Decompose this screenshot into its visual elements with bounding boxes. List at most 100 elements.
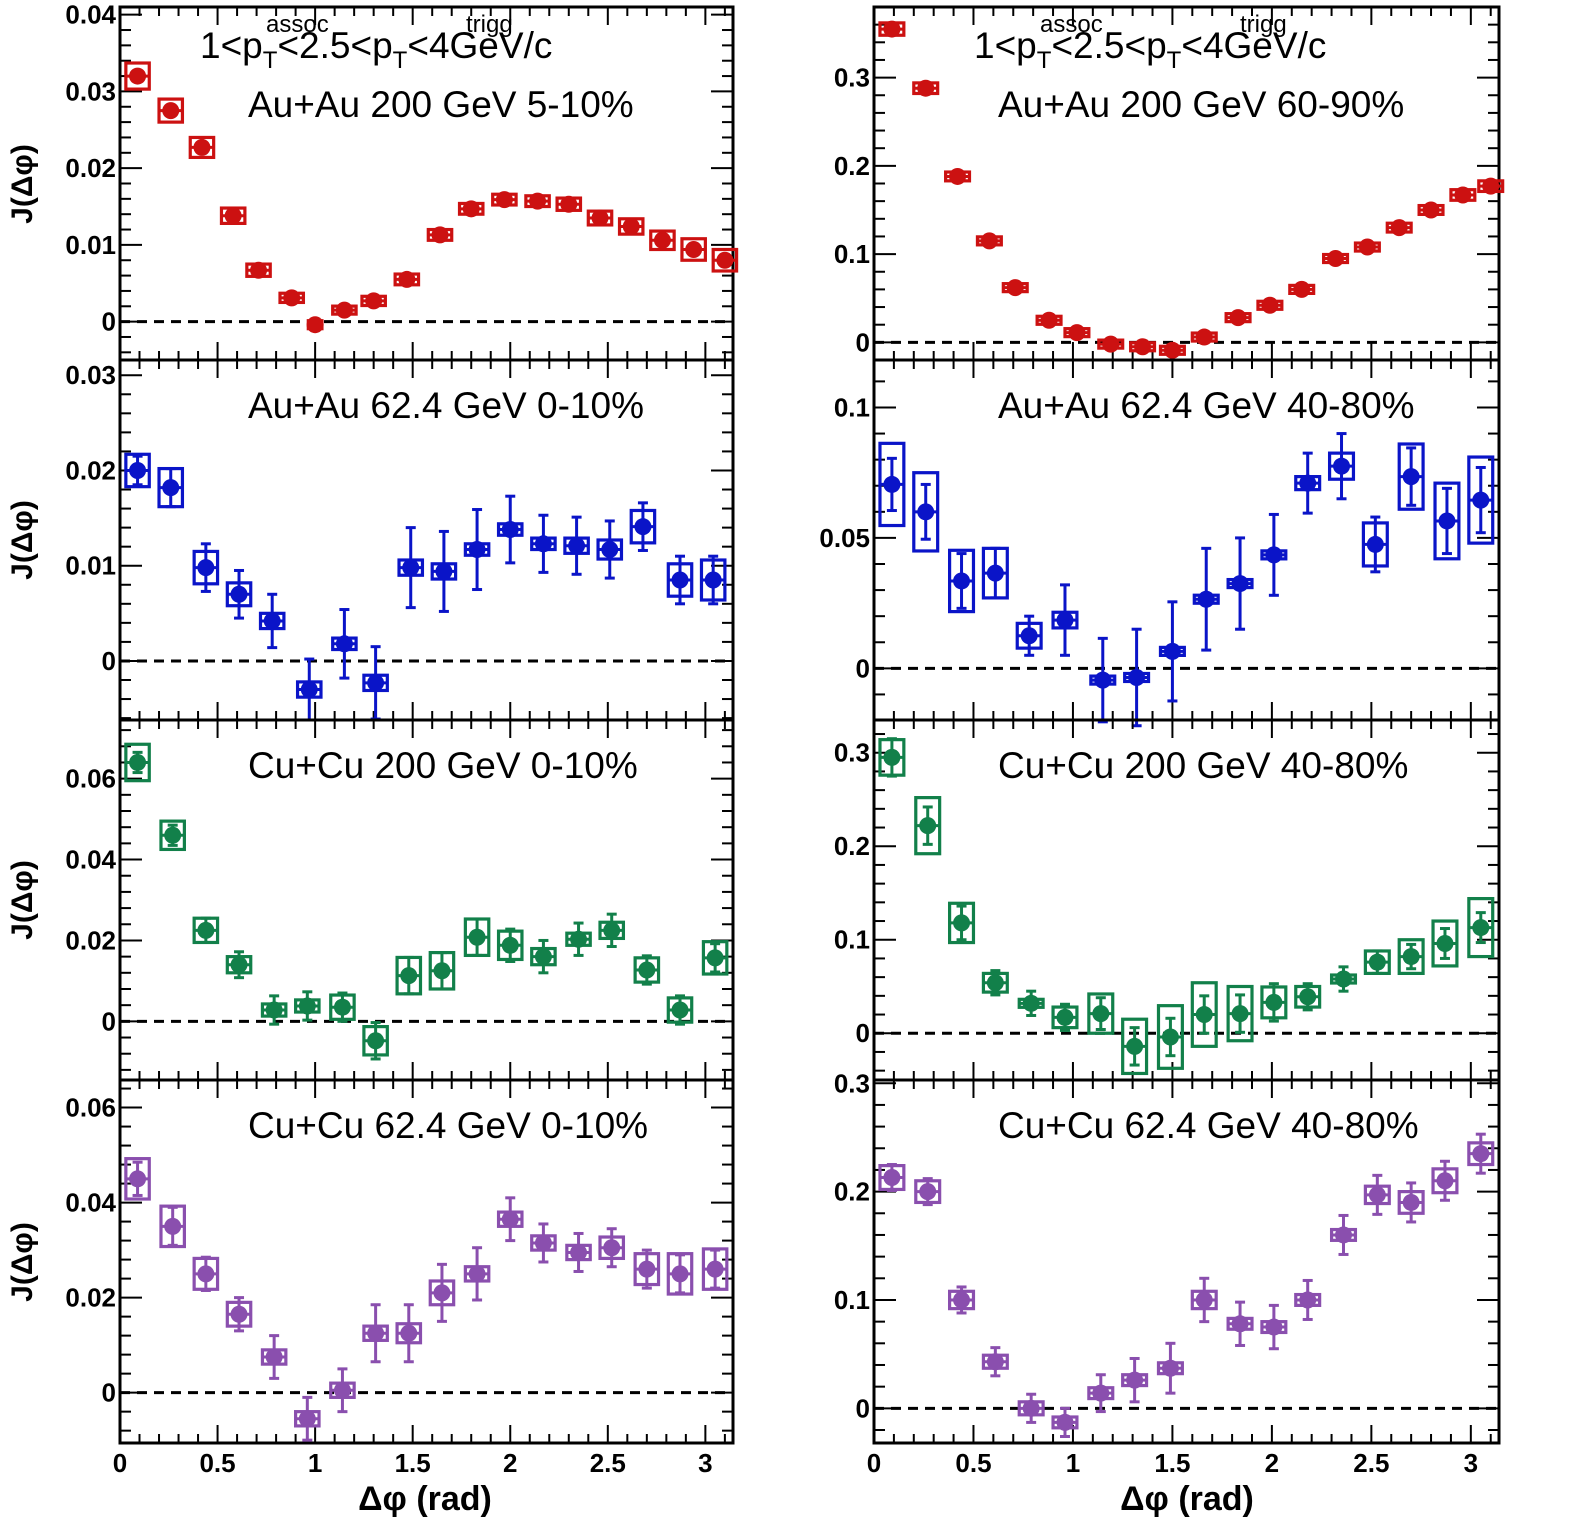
data-point <box>980 232 998 250</box>
data-point <box>1161 1359 1179 1377</box>
y-tick-label: 0.03 <box>65 76 116 106</box>
y-tick-label: 0 <box>102 646 116 676</box>
data-point <box>1195 328 1213 346</box>
y-tick-label: 0.1 <box>834 392 870 422</box>
data-point <box>433 962 451 980</box>
data-point <box>468 541 486 559</box>
data-point <box>1126 1371 1144 1389</box>
panels-layer: 0 0.01 0.02 0.03 0.04 Au+Au 200 GeV 5-10% 0 0.1… <box>65 0 1505 1478</box>
data-point <box>1092 1384 1110 1402</box>
data-point <box>953 1291 971 1309</box>
y-tick-label: 0.02 <box>65 1283 116 1313</box>
y-tick-label: 0.2 <box>834 151 870 181</box>
data-point <box>1265 993 1283 1011</box>
header-sup2: trigg <box>466 11 513 38</box>
y-tick-label: 0.2 <box>834 1177 870 1207</box>
data-point <box>164 826 182 844</box>
panel-4: 0 0.05 0.1 Au+Au 62.4 GeV 40-80% <box>819 358 1501 728</box>
panel-label: Cu+Cu 200 GeV 40-80% <box>998 745 1408 786</box>
header-sup2-r: trigg <box>1240 11 1287 38</box>
data-point <box>591 209 609 227</box>
data-point <box>197 1265 215 1283</box>
data-point <box>224 207 242 225</box>
header-p1: 1<p <box>200 25 263 66</box>
y-tick-label: 0.01 <box>65 551 116 581</box>
header-sub2: T <box>393 47 408 74</box>
panel-label: Au+Au 62.4 GeV 0-10% <box>248 385 644 426</box>
data-point <box>230 1305 248 1323</box>
data-point <box>919 1183 937 1201</box>
data-point <box>462 200 480 218</box>
data-point <box>129 1170 147 1188</box>
y-tick-label: 0.1 <box>834 925 870 955</box>
data-point <box>164 1217 182 1235</box>
y-tick-label: 0.2 <box>834 831 870 861</box>
y-tick-label: 0.04 <box>65 1188 116 1218</box>
header-p1-r: 1<p <box>974 25 1037 66</box>
x-tick-label: 0.5 <box>199 1448 235 1478</box>
y-tick-label: 0 <box>856 653 870 683</box>
data-point <box>570 930 588 948</box>
data-point <box>1482 177 1500 195</box>
data-point <box>129 753 147 771</box>
data-point <box>568 537 586 555</box>
data-point <box>706 1260 724 1278</box>
header-p3: <4GeV/c <box>407 25 552 66</box>
data-point <box>671 1265 689 1283</box>
y-tick-label: 0.3 <box>834 1068 870 1098</box>
data-point <box>265 1001 283 1019</box>
y-tick-label: 0 <box>856 1018 870 1048</box>
data-point <box>1022 994 1040 1012</box>
data-point <box>468 1265 486 1283</box>
y-tick-label: 0.02 <box>65 153 116 183</box>
data-point <box>197 921 215 939</box>
data-point <box>129 461 147 479</box>
y-tick-label: 0.06 <box>65 1093 116 1123</box>
data-point <box>1438 512 1456 530</box>
data-point <box>1197 590 1215 608</box>
data-point <box>1335 1226 1353 1244</box>
y-tick-label: 0.05 <box>819 523 870 553</box>
data-point <box>1056 1413 1074 1431</box>
data-point <box>1454 186 1472 204</box>
x-tick-label: 0 <box>113 1448 127 1478</box>
data-point <box>300 681 318 699</box>
data-point <box>250 261 268 279</box>
panel-label: Cu+Cu 62.4 GeV 40-80% <box>998 1105 1419 1146</box>
x-tick-label: 3 <box>698 1448 712 1478</box>
data-point <box>1472 1145 1490 1163</box>
data-point <box>162 102 180 120</box>
data-point <box>402 559 420 577</box>
data-point <box>1422 201 1440 219</box>
data-point <box>1299 988 1317 1006</box>
data-point <box>435 562 453 580</box>
data-point <box>1126 1037 1144 1055</box>
header-sub1: T <box>263 47 278 74</box>
panel-6: 0 0.1 0.2 0.3 Cu+Cu 200 GeV 40-80% <box>834 718 1501 1082</box>
data-point <box>333 998 351 1016</box>
data-point <box>1390 219 1408 237</box>
data-point <box>1128 668 1146 686</box>
data-point <box>1195 1006 1213 1024</box>
x-tick-label: 3 <box>1464 1448 1478 1478</box>
data-point <box>917 503 935 521</box>
y-tick-label: 0.03 <box>65 360 116 390</box>
data-point <box>162 479 180 497</box>
data-point <box>534 1234 552 1252</box>
data-point <box>230 585 248 603</box>
data-point <box>986 974 1004 992</box>
data-point <box>501 936 519 954</box>
data-point <box>638 961 656 979</box>
data-point <box>1293 280 1311 298</box>
panel-7: 0 0.02 0.04 0.06 0 0.5 1 1.5 2 2.5 3 Cu+Cu 62.4 GeV… <box>65 1078 735 1478</box>
data-point <box>1436 1172 1454 1190</box>
data-point <box>1163 642 1181 660</box>
panel-frame <box>118 1078 735 1445</box>
data-point <box>534 535 552 553</box>
y-tick-label: 0.3 <box>834 738 870 768</box>
data-point <box>1368 1186 1386 1204</box>
data-point <box>1335 970 1353 988</box>
data-point <box>129 67 147 85</box>
data-point <box>917 79 935 97</box>
